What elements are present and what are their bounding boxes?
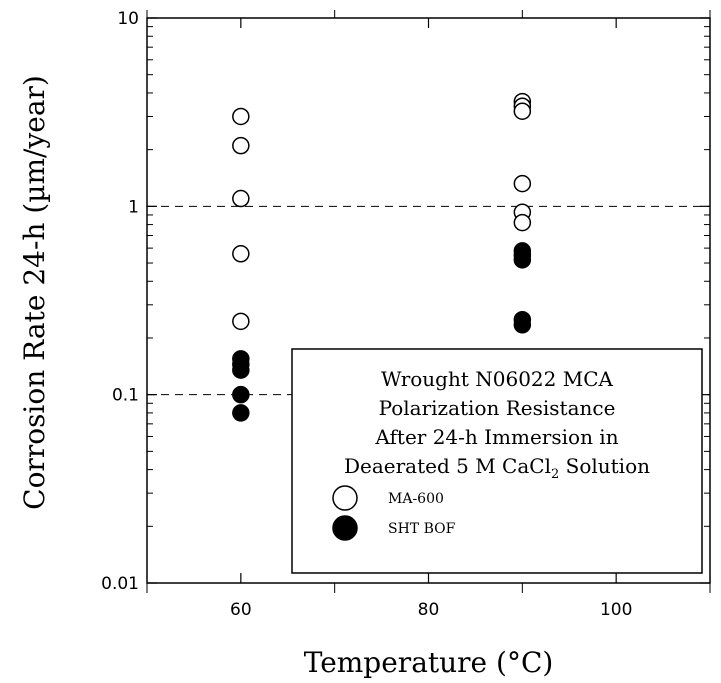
legend-line-1: Wrought N06022 MCA: [381, 367, 613, 391]
data-point-filled: [232, 385, 250, 404]
legend-line-4-suffix: Solution: [559, 454, 650, 478]
legend-line-3: After 24-h Immersion in: [374, 425, 618, 449]
legend-marker-filled-circle: [332, 515, 358, 541]
data-point-open: [232, 107, 250, 126]
legend-line-4-subscript: 2: [551, 467, 559, 482]
plot-frame: [146, 17, 711, 584]
data-point-filled: [513, 316, 532, 334]
y-tick-label: 1: [128, 197, 139, 217]
x-axis-title: Temperature (°C): [304, 646, 554, 679]
data-point-open: [513, 174, 532, 193]
legend-line-4-prefix: Deaerated 5 M CaCl: [344, 454, 551, 478]
data-point-open: [232, 312, 250, 331]
data-point-filled: [513, 251, 532, 269]
y-tick-label: 0.1: [112, 386, 139, 406]
legend-line-4: Deaerated 5 M CaCl2 Solution: [344, 454, 650, 482]
data-point-filled: [232, 404, 250, 422]
legend-line-2: Polarization Resistance: [379, 396, 616, 420]
y-tick-labels: 0.01 0.1 1 10: [101, 9, 139, 594]
y-tick-label: 0.01: [101, 574, 139, 594]
data-point-open: [513, 213, 532, 232]
legend-label-ma-600: MA-600: [388, 491, 444, 507]
data-point-filled: [232, 361, 250, 379]
data-point-open: [232, 245, 250, 263]
legend: Wrought N06022 MCA Polarization Resistan…: [291, 348, 703, 574]
data-point-open: [232, 136, 250, 155]
legend-box: [291, 348, 703, 574]
axis-ticks: [146, 10, 711, 593]
x-tick-label: 60: [230, 600, 252, 620]
data-point-open: [513, 102, 532, 120]
legend-marker-open-circle: [332, 485, 358, 511]
x-tick-labels: 60 80 100: [230, 600, 632, 620]
x-tick-label: 100: [600, 600, 632, 620]
y-axis-title: Corrosion Rate 24-h (µm/year): [18, 75, 51, 510]
data-point-open: [232, 189, 250, 208]
y-tick-label: 10: [117, 9, 139, 29]
data-points: [232, 92, 532, 422]
x-tick-label: 80: [418, 600, 440, 620]
legend-label-sht-bof: SHT BOF: [388, 521, 456, 537]
